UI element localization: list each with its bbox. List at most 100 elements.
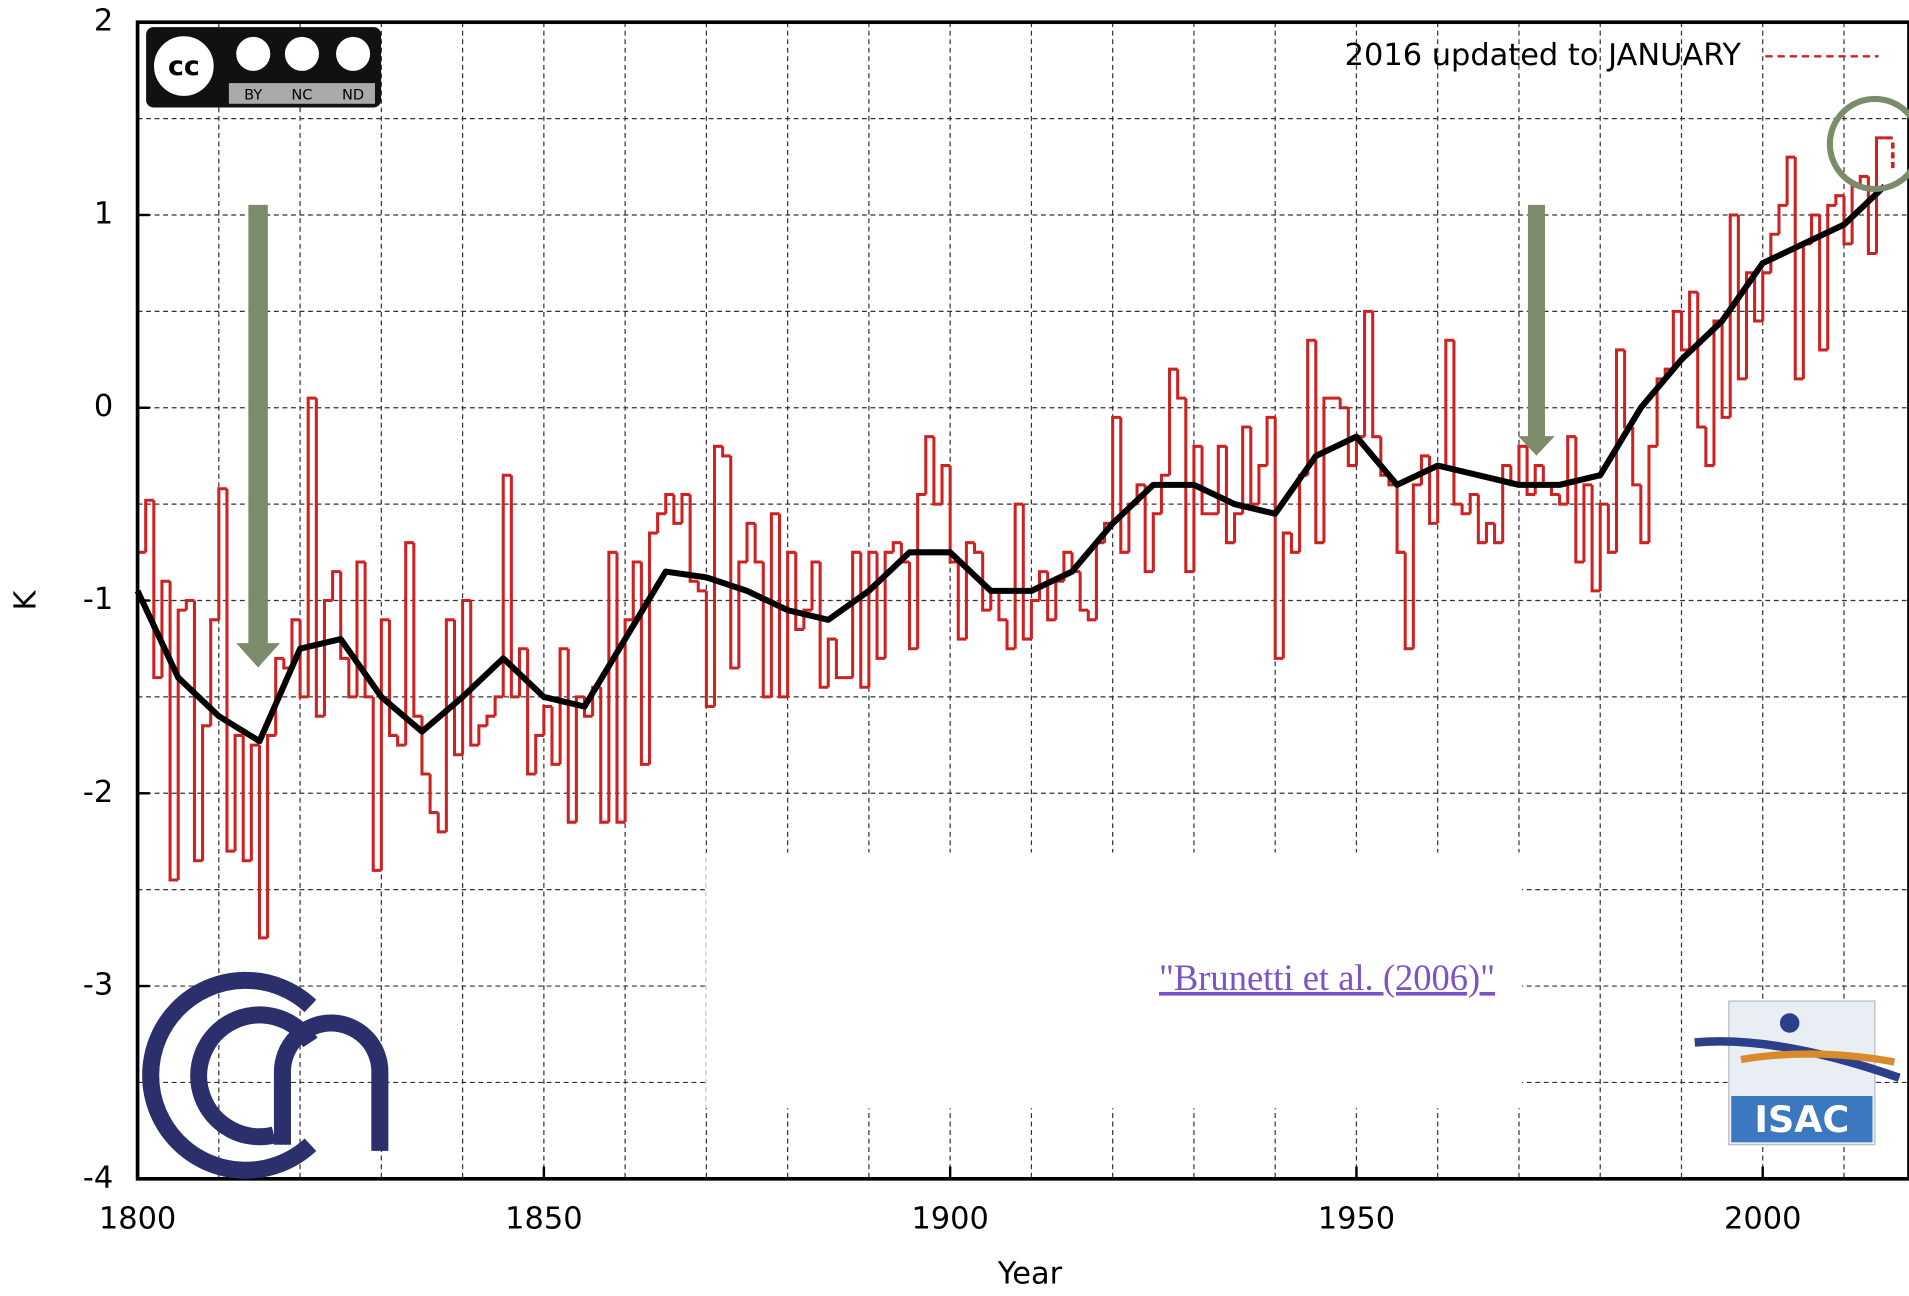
step-segment [1159,473,1170,514]
step-segment [1021,504,1032,641]
y-tick-label: -1 [83,582,113,617]
step-segment [1444,338,1454,466]
step-segment [981,552,991,612]
step-segment [631,560,642,620]
step-segment [1265,415,1276,466]
step-segment [306,396,317,697]
y-tick-label: 1 [94,196,113,231]
step-segment [1029,598,1040,640]
step-segment [477,724,487,746]
step-segment [192,600,203,863]
step-segment [834,639,845,680]
step-segment [412,542,422,718]
license-label: NC [291,86,312,103]
step-segment [997,590,1008,622]
step-segment [1818,214,1828,352]
step-segment [542,705,552,736]
step-segment [298,619,309,699]
step-segment [1858,174,1869,187]
step-segment [1809,213,1820,244]
step-segment [444,618,455,832]
step-segment [152,500,162,680]
x-tick-label: 2000 [1724,1202,1801,1237]
step-segment [656,512,666,534]
step-segment [1744,271,1755,379]
step-segment [1704,427,1714,468]
step-segment [1614,348,1625,553]
step-segment [1273,417,1284,660]
step-segment [1013,502,1024,649]
logo-text: ISAC [1754,1098,1849,1141]
step-segment [647,531,658,765]
step-segment [355,560,366,697]
step-segment [517,647,528,697]
step-segment [1436,464,1446,524]
step-segment [1338,398,1349,410]
step-segment [729,455,739,670]
step-segment [209,618,219,726]
step-segment [1094,541,1105,620]
annotation-circle [1826,95,1909,193]
step-segment [1281,531,1292,659]
step-segment [1306,338,1316,476]
step-segment [1606,504,1617,554]
step-segment [493,695,504,717]
step-segment [1322,396,1333,543]
step-segment [168,581,179,882]
step-segment [883,550,894,659]
step-segment [1346,407,1357,468]
step-segment [266,733,276,938]
y-axis-label: K [8,589,43,610]
step-segment [607,550,617,823]
step-segment [1525,446,1536,497]
step-segment [1460,504,1471,516]
step-segment [1679,311,1690,352]
step-segment [1289,533,1300,554]
trend-line [134,183,1887,745]
step-segment [1558,494,1568,506]
step-segment [1403,552,1414,651]
step-segment [257,745,268,940]
step-segment [452,619,463,757]
step-segment [144,498,154,553]
step-segment [217,487,227,620]
x-tick-label: 1850 [505,1202,582,1237]
step-segment [379,618,390,871]
step-segment [1501,464,1511,543]
reference-link[interactable]: "Brunetti et al. (2006)" [1159,957,1495,998]
step-segment [786,550,796,697]
step-segment [331,570,341,601]
y-tick-label: -4 [83,1160,113,1195]
step-segment [436,812,447,834]
step-segment [802,608,813,630]
step-segment [940,464,951,505]
step-segment [1728,213,1739,418]
step-segment [916,492,926,649]
step-segment [1078,571,1089,612]
step-segment [1151,512,1162,572]
step-segment [461,598,471,755]
license-badge: cc BY NC ND [146,27,382,108]
license-label: ND [342,86,364,103]
step-segment [1639,484,1649,545]
step-segment [737,560,748,668]
step-segment [1298,473,1308,553]
step-segment [932,436,943,506]
step-segment [1395,484,1406,554]
svg-text:cc: cc [168,51,200,82]
step-segment [241,735,252,863]
step-segment [1736,214,1747,381]
step-segment [314,398,325,718]
step-segment [1753,272,1763,323]
step-segment [1411,483,1422,649]
step-segment [721,446,731,458]
step-segment [371,696,382,872]
step-segment [623,618,634,823]
step-segment [1127,502,1138,553]
step-segment [201,724,211,861]
x-tick-label: 1950 [1318,1202,1395,1237]
x-tick-label: 1800 [99,1202,176,1237]
step-segment [1549,484,1560,497]
step-segment [1688,290,1698,350]
step-segment [1192,444,1203,572]
